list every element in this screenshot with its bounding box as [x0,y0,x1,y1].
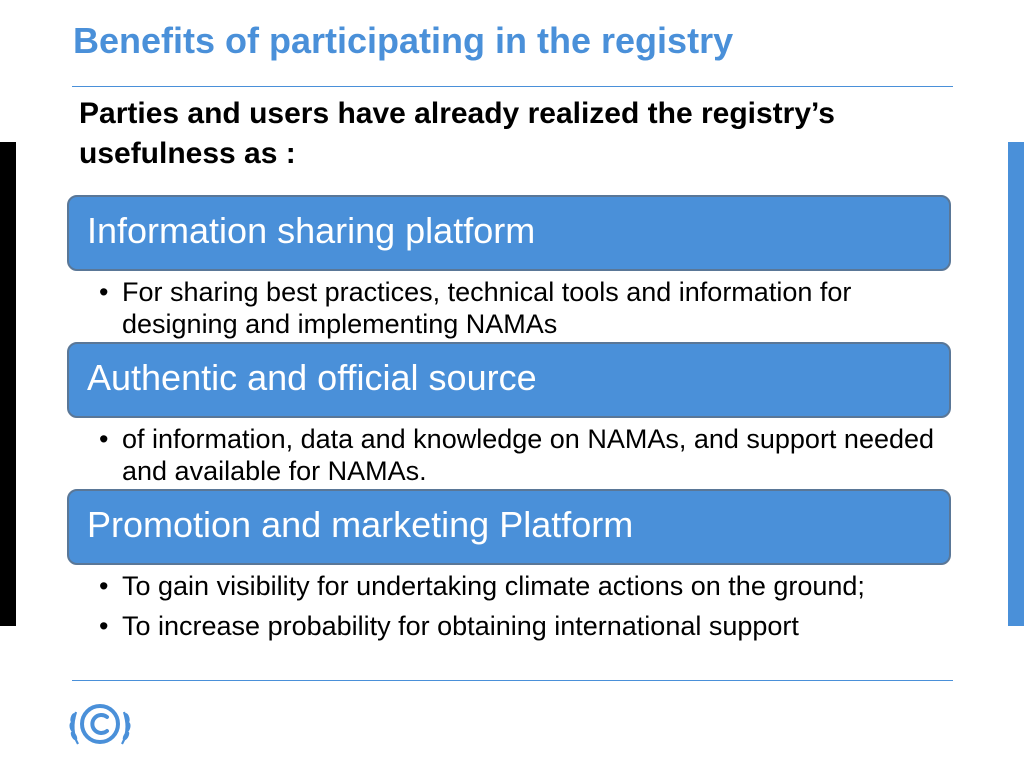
bullet-dot: • [99,277,109,307]
benefit-bullets: • of information, data and knowledge on N… [67,418,951,489]
unfccc-emblem-icon [66,696,134,752]
bullet-text: To increase probability for obtaining in… [122,611,799,641]
right-edge-bar [1008,142,1024,626]
bullet-item: • To increase probability for obtaining i… [99,610,951,642]
slide-title: Benefits of participating in the registr… [73,20,734,61]
benefit-bullets: • For sharing best practices, technical t… [67,271,951,342]
bullet-dot: • [99,571,109,601]
benefits-list: Information sharing platform • For sharin… [67,195,951,642]
bullet-item: • To gain visibility for undertaking clim… [99,570,951,602]
benefit-heading: Information sharing platform [67,195,951,271]
left-edge-bar [0,142,16,626]
title-divider [72,86,953,87]
benefit-section: Information sharing platform • For sharin… [67,195,951,342]
bullet-dot: • [99,424,109,454]
slide-subtitle: Parties and users have already realized … [79,97,835,170]
footer-divider [72,680,953,681]
bullet-text: For sharing best practices, technical to… [122,277,852,339]
bullet-text: To gain visibility for undertaking clima… [122,571,865,601]
benefit-bullets: • To gain visibility for undertaking clim… [67,565,951,642]
benefit-heading: Promotion and marketing Platform [67,489,951,565]
bullet-item: • For sharing best practices, technical t… [99,276,951,340]
bullet-item: • of information, data and knowledge on N… [99,423,951,487]
benefit-section: Authentic and official source • of inform… [67,342,951,489]
bullet-dot: • [99,611,109,641]
benefit-heading: Authentic and official source [67,342,951,418]
benefit-section: Promotion and marketing Platform • To gai… [67,489,951,642]
bullet-text: of information, data and knowledge on NA… [122,424,935,486]
